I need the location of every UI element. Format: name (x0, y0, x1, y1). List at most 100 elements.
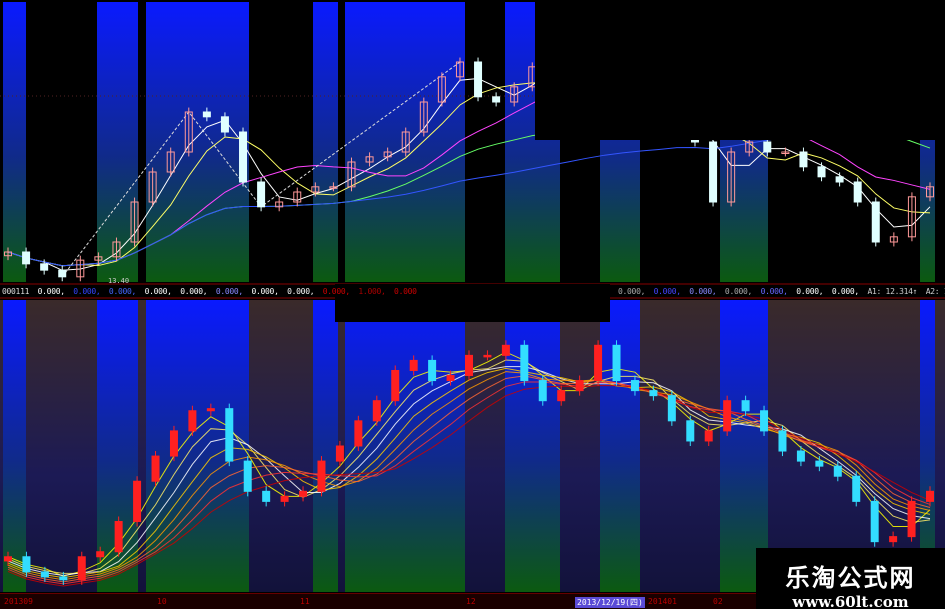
candle-body (835, 176, 844, 183)
candle-body (760, 410, 769, 432)
candle-body (455, 61, 464, 78)
axis-tick: 02 (713, 597, 723, 606)
candle-body (741, 400, 750, 412)
candle-body (409, 359, 418, 371)
candle-body (575, 380, 584, 392)
highlight-band-lower (600, 300, 640, 592)
info-value: 0.000, (831, 287, 859, 296)
candle-body (275, 201, 284, 208)
axis-tick: 201309 (4, 597, 33, 606)
candle-body (151, 455, 160, 482)
highlight-band-lower (146, 300, 249, 592)
candle-body (778, 430, 787, 452)
candle-body (4, 251, 12, 257)
candle-body (428, 359, 437, 382)
ribbon-line (7, 375, 931, 583)
candle-body (781, 151, 790, 154)
candle-body (354, 420, 363, 447)
info-a1: A1: 12.314↑ (867, 287, 918, 296)
ribbon-line (7, 371, 931, 581)
zigzag-line (61, 61, 461, 278)
candle-body (257, 181, 266, 208)
candle-body (815, 460, 824, 467)
highlight-band-upper (97, 2, 138, 282)
candle-body (709, 141, 718, 203)
candle-body (40, 571, 49, 578)
info-value: 0.000, (144, 287, 172, 296)
candle-body (372, 400, 381, 422)
candle-body (202, 111, 211, 118)
candle-body (96, 551, 105, 558)
highlight-band-lower (313, 300, 338, 592)
candle-body (465, 354, 473, 377)
highlight-band-lower (920, 300, 935, 592)
stock-code: 000111 (2, 287, 30, 296)
candle-body (299, 490, 308, 497)
info-value: 0.000, (760, 287, 788, 296)
candle-body (391, 369, 400, 402)
candle-body (148, 171, 157, 203)
candle-body (188, 410, 197, 432)
candle-body (169, 430, 178, 457)
candle-body (225, 408, 234, 462)
date-axis: 201309 10 11 12 2013/12/19(四) 201401 02 (0, 593, 945, 609)
candle-body (649, 390, 658, 397)
candle-body (335, 445, 344, 462)
candle-body (22, 556, 31, 573)
info-value: 0.000, (618, 287, 646, 296)
candle-body (220, 116, 229, 133)
candle-body (22, 251, 31, 265)
candle-body (483, 354, 492, 358)
candle-body (262, 490, 271, 502)
candle-body (59, 576, 68, 581)
candle-body (114, 521, 123, 553)
candle-body (206, 408, 215, 412)
candle-body (40, 263, 49, 271)
candle-body (594, 344, 603, 382)
occluding-box (535, 0, 945, 140)
candle-body (4, 556, 12, 562)
candle-body (437, 76, 446, 103)
candle-body (94, 256, 103, 261)
candle-body (166, 151, 175, 173)
info-a2: A2: 12.264↑ (925, 287, 945, 296)
highlight-band-lower (505, 300, 560, 592)
candle-body (520, 344, 529, 382)
candle-body (184, 111, 193, 153)
candle-body (280, 495, 289, 502)
candle-body (889, 536, 898, 543)
low-price-label: 13.40 (108, 277, 130, 285)
candle-body (317, 460, 326, 492)
candle-body (77, 556, 86, 581)
axis-tick: 10 (157, 597, 167, 606)
watermark: 乐淘公式网 www.60lt.com (756, 548, 945, 609)
moving-average-line (7, 50, 931, 271)
info-value: 0.000, (689, 287, 717, 296)
info-value: 0.000, (215, 287, 243, 296)
candle-body (510, 86, 519, 103)
candle-body (727, 151, 736, 203)
candle-body (76, 259, 85, 278)
info-value: 1.000, (358, 287, 386, 296)
candle-body (889, 236, 898, 243)
candle-body (446, 375, 455, 382)
candle-body (347, 161, 356, 188)
candle-body (630, 380, 639, 392)
candle-body (612, 344, 621, 382)
info-value: 0.000, (37, 287, 65, 296)
candle-body (419, 101, 428, 133)
info-value: 0.000, (251, 287, 279, 296)
candle-body (492, 96, 501, 103)
candle-body (667, 395, 676, 422)
info-value: 0.000, (322, 287, 350, 296)
candle-body (907, 500, 916, 538)
ribbon-line (7, 381, 931, 585)
ribbon-line (7, 385, 931, 587)
highlight-band-upper (313, 2, 338, 282)
axis-tick-selected: 2013/12/19(四) (575, 597, 645, 608)
axis-tick: 11 (300, 597, 310, 606)
moving-average-line (7, 55, 931, 267)
highlight-band-lower (720, 300, 768, 592)
